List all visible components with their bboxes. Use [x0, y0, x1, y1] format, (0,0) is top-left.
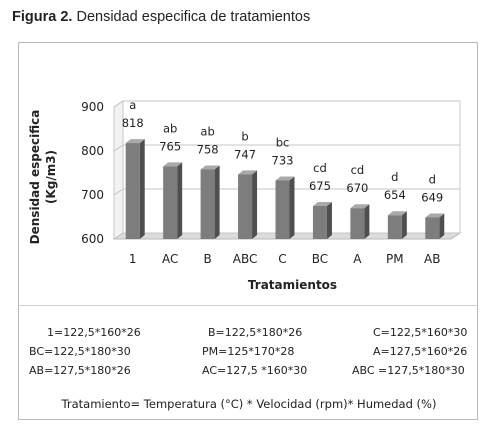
- data-label: 654: [384, 188, 406, 202]
- legend-item: 1=122,5*160*26: [47, 326, 141, 339]
- significance-letter: ab: [200, 124, 214, 138]
- legend-item: B=122,5*180*26: [208, 326, 303, 339]
- bar-side: [289, 176, 295, 239]
- x-tick-label: B: [203, 252, 211, 266]
- significance-letter: cd: [351, 163, 365, 177]
- legend-separator: [19, 305, 477, 306]
- y-axis-label: Densidad especifica: [28, 110, 42, 245]
- bar-side: [177, 162, 183, 239]
- bar-side: [252, 170, 258, 239]
- data-label: 649: [421, 190, 443, 204]
- bar-top: [125, 139, 145, 144]
- bar: [425, 217, 440, 239]
- gridline: [113, 144, 460, 152]
- data-label: 733: [272, 153, 294, 167]
- legend-item: AC=127,5 *160*30: [202, 364, 308, 377]
- bar-side: [401, 211, 407, 239]
- gridline: [113, 100, 460, 108]
- y-axis-unit-label: (Kg/m3): [44, 150, 58, 204]
- figure-caption: Figura 2. Densidad especifica de tratami…: [12, 9, 310, 25]
- x-tick-label: C: [278, 252, 286, 266]
- bar: [238, 174, 253, 239]
- figure-label: Figura 2.: [12, 9, 73, 25]
- bar: [200, 169, 215, 239]
- bar-side: [439, 213, 445, 239]
- figure-title: Densidad especifica de tratamientos: [76, 9, 311, 25]
- bar: [163, 166, 178, 239]
- bar-side: [139, 139, 145, 239]
- data-label: 758: [197, 142, 219, 156]
- legend-item: A=127,5*160*26: [373, 345, 468, 358]
- bar-top: [238, 170, 258, 175]
- legend-item: BC=122,5*180*30: [29, 345, 131, 358]
- data-label: 765: [159, 139, 181, 153]
- bar: [125, 143, 140, 239]
- bar-side: [364, 204, 370, 239]
- bar-top: [312, 202, 332, 206]
- y-tick-label: 600: [81, 232, 104, 246]
- bar: [387, 215, 402, 239]
- y-tick-label: 700: [81, 188, 104, 202]
- legend-item: ABC =127,5*180*30: [352, 364, 465, 377]
- legend-item: PM=125*170*28: [202, 345, 295, 358]
- x-tick-label: A: [353, 252, 362, 266]
- bar-side: [326, 202, 332, 239]
- bar: [350, 208, 365, 239]
- bar-top: [425, 213, 445, 218]
- bar-chart: 600 700 800 900 Densidad especifica (Kg/m3) 81…: [28, 98, 462, 292]
- legend-item: C=122,5*160*30: [373, 326, 468, 339]
- data-label: 747: [234, 147, 256, 161]
- bar-top: [200, 165, 220, 170]
- x-axis-label: Tratamientos: [248, 278, 337, 292]
- gridline: [113, 232, 460, 240]
- bar-top: [350, 204, 370, 209]
- x-tick-label: AC: [162, 252, 178, 266]
- bar-top: [387, 211, 407, 216]
- data-label: 818: [122, 116, 144, 130]
- significance-letter: d: [429, 172, 436, 186]
- figure-frame: 600 700 800 900 Densidad especifica (Kg/m3) 81…: [18, 42, 478, 420]
- significance-letter: cd: [313, 161, 327, 175]
- bar: [312, 206, 327, 239]
- x-tick-label: PM: [386, 252, 404, 266]
- x-tick-label: 1: [129, 252, 137, 266]
- significance-letter: ab: [163, 121, 177, 135]
- y-tick-label: 900: [81, 100, 104, 114]
- significance-letter: b: [241, 129, 248, 143]
- gridline: [113, 188, 460, 196]
- x-tick-label: AB: [424, 252, 440, 266]
- significance-letter: d: [391, 170, 398, 184]
- bar-top: [275, 176, 295, 181]
- bar-top: [163, 162, 183, 167]
- significance-letter: bc: [276, 135, 290, 149]
- x-tick-label: BC: [312, 252, 328, 266]
- x-tick-label: ABC: [233, 252, 258, 266]
- significance-letter: a: [129, 98, 136, 112]
- y-tick-label: 800: [81, 144, 104, 158]
- data-label: 675: [309, 179, 331, 193]
- data-label: 670: [346, 181, 368, 195]
- bar: [275, 180, 290, 239]
- legend-item: AB=127,5*180*26: [29, 364, 131, 377]
- treatment-footnote: Tratamiento= Temperatura (°C) * Velocida…: [61, 397, 437, 411]
- bar-side: [214, 165, 220, 239]
